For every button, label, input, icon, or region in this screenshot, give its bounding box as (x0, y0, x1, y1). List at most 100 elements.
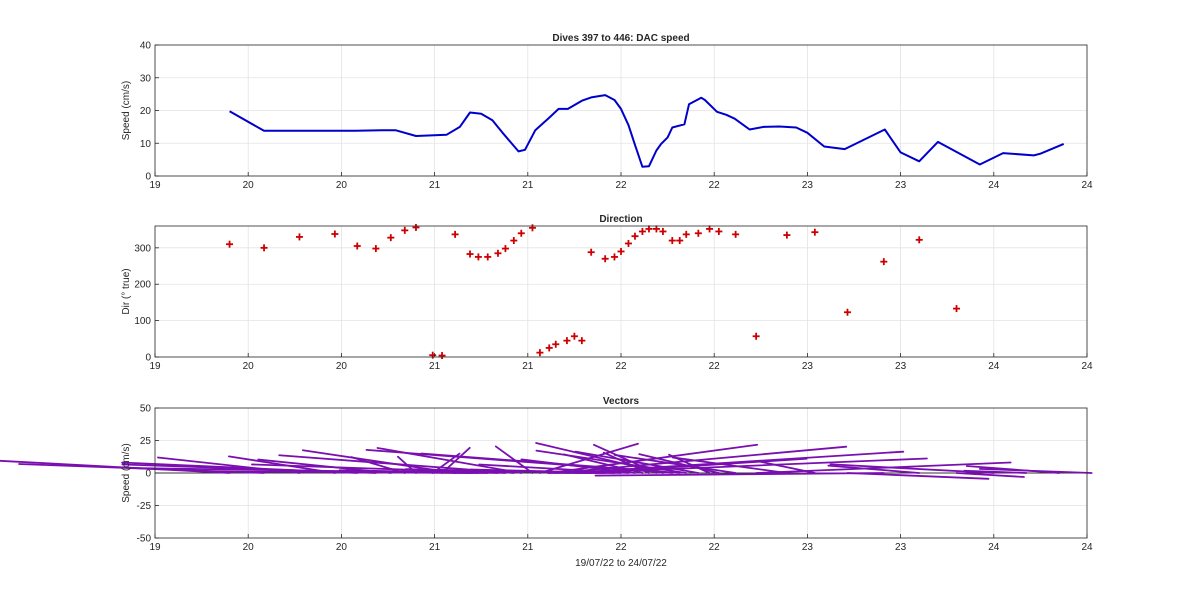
vector-arrow (594, 472, 885, 477)
x-tick-label: 24 (988, 361, 1000, 372)
direction-point (353, 242, 361, 250)
direction-point (260, 244, 268, 252)
panel-title: Vectors (603, 396, 640, 407)
vector-arrow (613, 454, 737, 474)
x-tick-label: 22 (615, 542, 627, 553)
x-tick-label: 19 (149, 542, 161, 553)
x-tick-label: 19 (149, 180, 161, 191)
direction-point (732, 230, 740, 238)
vector-arrow (251, 463, 507, 474)
direction-point (668, 237, 676, 245)
direction-point (501, 245, 509, 253)
y-tick-label: 300 (134, 243, 151, 254)
direction-point (694, 229, 702, 237)
y-tick-label: 0 (145, 353, 151, 364)
y-tick-label: 0 (145, 469, 151, 480)
vector-arrow (574, 450, 700, 474)
x-tick-label: 20 (243, 542, 255, 553)
x-tick-label: 22 (709, 542, 721, 553)
x-axis-label: 19/07/22 to 24/07/22 (575, 558, 667, 569)
direction-point (783, 231, 791, 239)
vector-arrow (420, 452, 681, 474)
direction-point (545, 344, 553, 352)
direction-point (226, 240, 234, 248)
y-tick-label: -25 (137, 501, 152, 512)
x-tick-label: 24 (1081, 361, 1093, 372)
y-tick-label: 50 (140, 404, 152, 415)
direction-point (578, 337, 586, 345)
vector-arrow (963, 469, 1028, 474)
direction-point (517, 229, 525, 237)
panel-title: Dives 397 to 446: DAC speed (552, 33, 689, 44)
direction-point (645, 225, 653, 233)
direction-point (474, 253, 482, 261)
direction-point (536, 349, 544, 357)
y-tick-label: 40 (140, 41, 152, 52)
direction-point (484, 253, 492, 261)
direction-point (682, 230, 690, 238)
direction-point (372, 245, 380, 253)
direction-point (953, 305, 961, 313)
direction-point (880, 258, 888, 266)
x-tick-label: 23 (895, 361, 907, 372)
x-tick-label: 23 (802, 542, 814, 553)
direction-point (915, 236, 923, 244)
speed-axes: 19 20 20 21 21 22 22 23 23 24 24 0 10 20 30 40 Dives 397… (121, 33, 1093, 191)
y-tick-label: 30 (140, 73, 152, 84)
vector-arrow (978, 468, 1093, 474)
vector-arrow (671, 456, 788, 474)
vector-arrow (760, 460, 816, 474)
direction-point (843, 308, 851, 316)
direction-point (659, 227, 667, 235)
x-tick-label: 23 (802, 180, 814, 191)
x-tick-label: 24 (1081, 542, 1093, 553)
x-tick-label: 19 (149, 361, 161, 372)
y-axis-label: Speed (cm/s) (121, 81, 132, 140)
x-tick-label: 20 (336, 361, 348, 372)
y-tick-label: 20 (140, 106, 152, 117)
direction-point (715, 227, 723, 235)
vector-arrow (469, 468, 622, 474)
direction-point (295, 233, 303, 241)
vectors-axes: 19 20 20 21 21 22 22 23 23 24 24 -50 -25 0 25 50 Vectors… (0, 396, 1093, 553)
y-axis-label: Speed (cm/s) (121, 443, 132, 502)
vector-arrow (535, 442, 664, 474)
direction-point (587, 248, 595, 256)
x-tick-label: 21 (429, 542, 441, 553)
direction-point (811, 228, 819, 236)
x-tick-label: 21 (522, 180, 534, 191)
x-tick-label: 23 (802, 361, 814, 372)
y-tick-label: 0 (145, 172, 151, 183)
y-tick-label: 10 (140, 139, 152, 150)
direction-point (387, 234, 395, 242)
direction-point (617, 247, 625, 255)
direction-point (510, 237, 518, 245)
direction-point (552, 340, 560, 348)
vector-arrow (638, 453, 720, 474)
panel-title: Direction (599, 214, 642, 225)
y-tick-label: 200 (134, 280, 151, 291)
x-tick-label: 23 (895, 180, 907, 191)
direction-point (570, 332, 578, 340)
y-tick-label: -50 (137, 534, 152, 545)
direction-point (638, 227, 646, 235)
direction-axes: 19 20 20 21 21 22 22 23 23 24 24 0 100 200 300 Directio… (121, 214, 1093, 372)
direction-point (631, 232, 639, 240)
vector-arrow (955, 472, 1025, 478)
direction-point (676, 237, 684, 245)
speed-line (229, 94, 1065, 168)
direction-point (601, 255, 609, 263)
x-tick-label: 22 (615, 180, 627, 191)
y-axis-label: Dir (° true) (121, 268, 132, 314)
direction-point (528, 224, 536, 232)
x-tick-label: 21 (522, 361, 534, 372)
x-tick-label: 20 (243, 361, 255, 372)
direction-point (429, 351, 437, 359)
x-tick-label: 21 (429, 180, 441, 191)
x-tick-label: 22 (615, 361, 627, 372)
direction-point (412, 223, 420, 231)
x-tick-label: 24 (1081, 180, 1093, 191)
direction-point (466, 250, 474, 258)
x-tick-label: 21 (429, 361, 441, 372)
